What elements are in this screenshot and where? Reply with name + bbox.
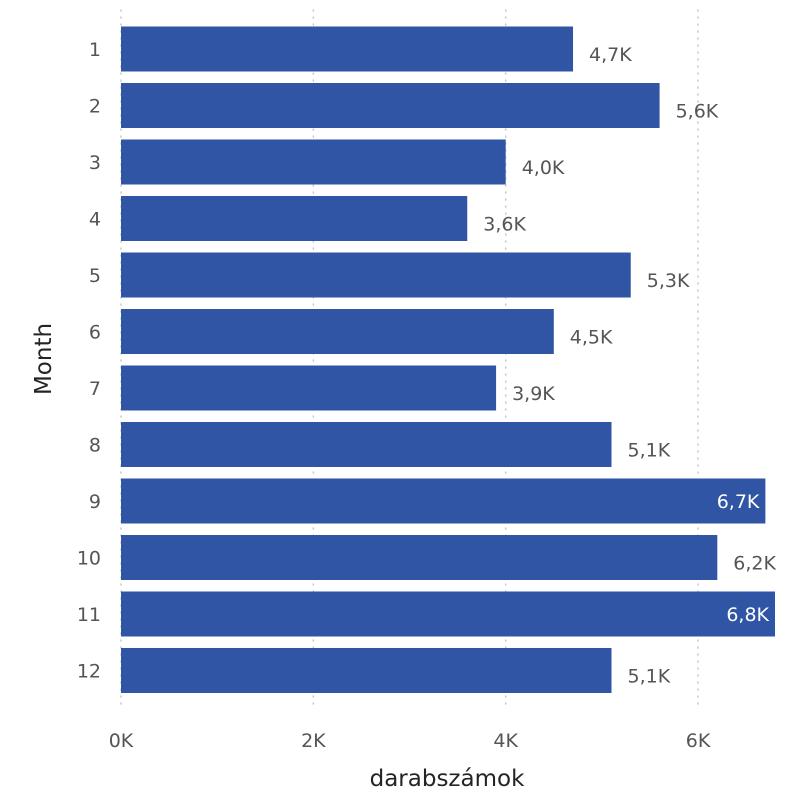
y-tick-label: 8 [89,435,101,457]
bar [121,26,574,72]
bar [121,591,775,637]
y-tick-label: 7 [89,378,101,400]
y-axis-title: Month [31,323,57,395]
data-label: 3,6K [483,214,526,236]
data-label: 6,7K [717,491,760,513]
y-tick-label: 11 [77,604,101,626]
data-label: 4,0K [522,157,565,179]
bar [121,139,506,185]
data-label: 5,1K [628,440,671,462]
data-label: 5,1K [628,666,671,688]
bar [121,478,766,524]
y-tick-label: 5 [89,265,101,287]
bar [121,535,718,580]
data-label: 4,7K [589,44,632,66]
bar [121,309,554,354]
y-tick-label: 3 [89,152,101,174]
data-label: 5,6K [676,101,719,123]
data-labels: 4,7K 5,6K 4,0K 3,6K 5,3K 4,5K 3,9K 5,1K 6,7K 6,2K… [483,44,776,688]
y-tick-label: 12 [77,661,101,683]
data-label: 6,2K [733,553,776,575]
x-tick-label: 0K [109,730,134,752]
data-label: 3,9K [512,383,555,405]
x-axis-title: darabszámok [370,766,525,792]
bar [121,365,497,411]
y-tick-label: 1 [89,39,101,61]
data-label: 4,5K [570,327,613,349]
bars [121,26,775,693]
bar [121,648,612,693]
x-tick-label: 2K [301,730,326,752]
y-tick-label: 6 [89,322,101,344]
y-tick-label: 10 [77,548,101,570]
y-tick-label: 4 [89,209,101,231]
bar [121,252,631,298]
bar [121,196,468,241]
data-label: 5,3K [647,270,690,292]
data-label: 6,8K [726,604,769,626]
y-tick-label: 9 [89,491,101,513]
bar [121,422,612,467]
y-tick-label: 2 [89,96,101,118]
bar [121,83,660,128]
x-tick-label: 6K [686,730,711,752]
x-axis-ticks: 0K 2K 4K 6K [109,730,711,752]
x-tick-label: 4K [493,730,518,752]
